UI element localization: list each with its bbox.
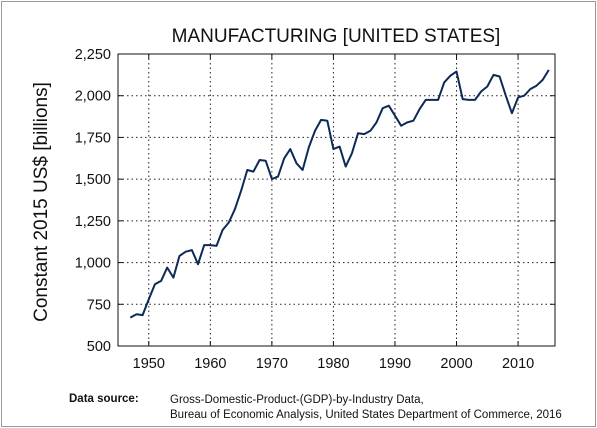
chart-title: MANUFACTURING [UNITED STATES] <box>172 26 501 47</box>
axis-ticks <box>118 53 555 347</box>
data-source-text: Gross-Domestic-Product-(GDP)-by-Industry… <box>170 393 562 423</box>
grid <box>118 54 555 346</box>
tick-labels: 500 750 1,000 1,250 1,500 1,750 2,000 2,250 1950… <box>75 47 535 372</box>
y-tick-label: 2,000 <box>75 89 111 105</box>
y-tick-label: 1,750 <box>75 130 111 146</box>
plot-border <box>117 53 556 347</box>
series-layer <box>129 69 550 319</box>
data-source-label: Data source: <box>69 393 139 405</box>
y-tick-label: 1,500 <box>75 172 111 188</box>
y-tick-label: 1,250 <box>75 214 111 230</box>
y-tick-label: 750 <box>87 297 111 313</box>
x-tick-label: 2000 <box>440 356 472 372</box>
data-source-line-2: Bureau of Economic Analysis, United Stat… <box>170 409 562 421</box>
x-tick-label: 1980 <box>317 356 349 372</box>
data-source-line-1: Gross-Domestic-Product-(GDP)-by-Industry… <box>170 394 424 406</box>
x-tick-label: 1970 <box>256 356 288 372</box>
x-tick-label: 1950 <box>133 356 165 372</box>
y-tick-label: 500 <box>87 339 111 355</box>
x-tick-label: 1990 <box>379 356 411 372</box>
x-tick-label: 1960 <box>194 356 226 372</box>
x-tick-label: 2010 <box>502 356 534 372</box>
y-tick-label: 1,000 <box>75 256 111 272</box>
y-tick-label: 2,250 <box>75 47 111 63</box>
series-line <box>129 69 550 319</box>
y-axis-label: Constant 2015 US$ [billions] <box>31 82 52 322</box>
